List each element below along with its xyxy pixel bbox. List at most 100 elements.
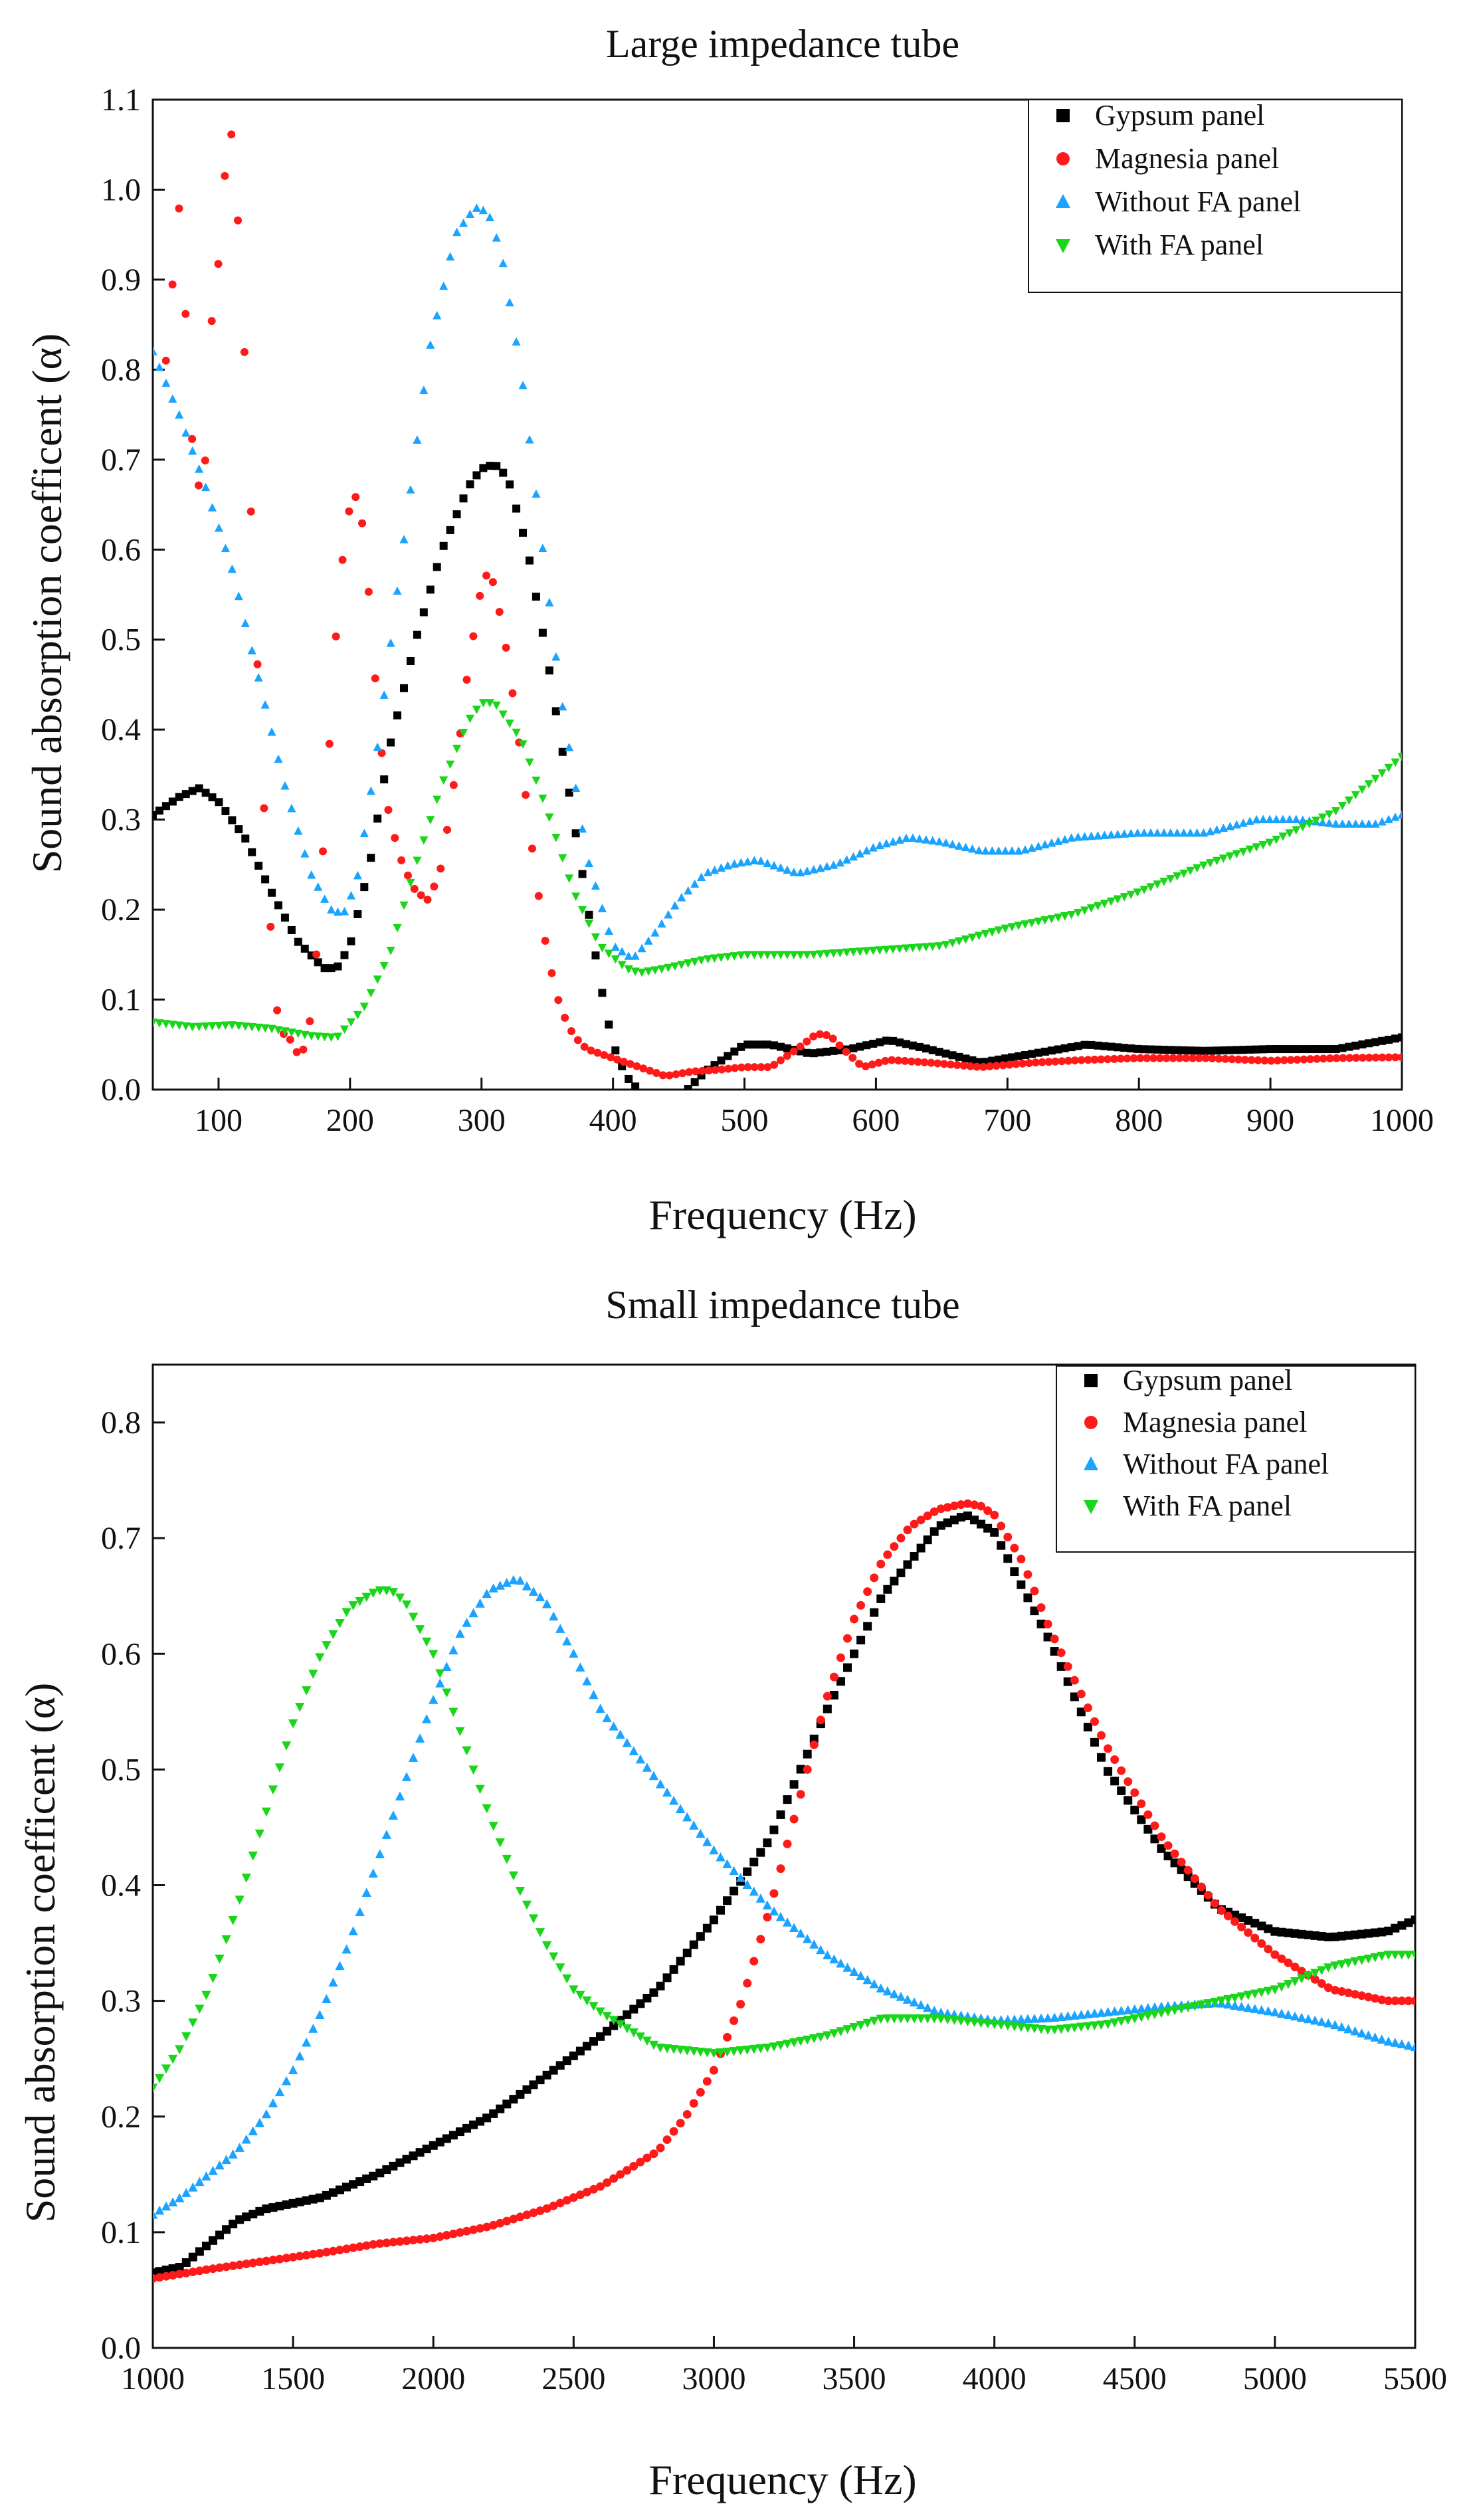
data-point bbox=[977, 1502, 986, 1511]
data-point bbox=[1306, 1055, 1315, 1064]
data-point bbox=[709, 1915, 718, 1925]
data-point bbox=[1263, 1987, 1273, 1996]
data-point bbox=[1244, 1928, 1253, 1937]
data-point bbox=[763, 1913, 772, 1922]
data-point bbox=[532, 593, 540, 601]
data-point bbox=[890, 1577, 899, 1586]
plot-area bbox=[153, 130, 1402, 1103]
data-point bbox=[328, 1630, 338, 1640]
data-point bbox=[682, 1949, 692, 1958]
data-point bbox=[569, 1985, 579, 1995]
data-point bbox=[1021, 845, 1030, 854]
data-point bbox=[181, 790, 190, 799]
data-point bbox=[472, 706, 482, 714]
data-point bbox=[320, 894, 330, 903]
data-point bbox=[855, 1060, 864, 1068]
data-point bbox=[342, 1608, 351, 1618]
data-point bbox=[1170, 1858, 1179, 1868]
data-point bbox=[662, 1973, 672, 1983]
x-tick-label: 900 bbox=[1246, 1103, 1294, 1138]
data-point bbox=[644, 1095, 652, 1103]
y-tick-label: 0.4 bbox=[101, 1868, 141, 1903]
data-point bbox=[322, 2190, 331, 2200]
data-point bbox=[1238, 818, 1248, 827]
data-point bbox=[571, 829, 580, 838]
data-point bbox=[670, 901, 680, 910]
data-point bbox=[1129, 1054, 1138, 1062]
data-point bbox=[648, 2040, 659, 2050]
data-point bbox=[1266, 1045, 1274, 1054]
data-point bbox=[280, 914, 289, 922]
data-point bbox=[896, 2014, 906, 2024]
data-point bbox=[910, 1552, 919, 1561]
y-tick-label: 0.7 bbox=[101, 442, 141, 478]
y-tick-label: 1.1 bbox=[101, 82, 141, 118]
y-tick-label: 0.3 bbox=[101, 1984, 141, 2019]
data-point bbox=[1080, 832, 1090, 840]
data-point bbox=[1050, 1634, 1059, 1644]
data-point bbox=[1177, 1865, 1186, 1874]
data-point bbox=[1009, 2022, 1019, 2032]
data-point bbox=[783, 1044, 791, 1052]
data-point bbox=[895, 945, 904, 953]
data-point bbox=[452, 227, 462, 237]
data-point bbox=[201, 482, 211, 492]
data-point bbox=[603, 2026, 612, 2036]
data-point bbox=[555, 1963, 565, 1973]
data-point bbox=[935, 942, 944, 951]
data-point bbox=[948, 1051, 957, 1060]
data-point bbox=[1017, 1555, 1026, 1564]
data-point bbox=[1056, 1648, 1066, 1658]
data-point bbox=[1021, 920, 1030, 929]
data-point bbox=[195, 784, 203, 793]
data-point bbox=[1116, 2005, 1126, 2015]
data-point bbox=[221, 1935, 231, 1945]
data-point bbox=[1123, 1054, 1131, 1063]
data-point bbox=[1250, 1933, 1260, 1943]
data-point bbox=[936, 1504, 945, 1513]
data-point bbox=[175, 2045, 185, 2054]
data-point bbox=[1272, 1045, 1281, 1054]
data-point bbox=[300, 848, 310, 858]
chart-title: Large impedance tube bbox=[606, 22, 959, 66]
data-point bbox=[1403, 2040, 1414, 2050]
data-point bbox=[195, 2004, 205, 2014]
data-point bbox=[248, 2258, 258, 2268]
data-point bbox=[181, 2268, 191, 2278]
data-point bbox=[1240, 1056, 1249, 1064]
data-point bbox=[1199, 1046, 1208, 1055]
data-point bbox=[1027, 843, 1036, 852]
data-point bbox=[234, 216, 243, 225]
data-point bbox=[970, 1500, 979, 1509]
data-point bbox=[353, 1011, 362, 1020]
x-tick-label: 4000 bbox=[963, 2361, 1027, 2396]
data-point bbox=[1063, 1677, 1072, 1686]
x-tick-label: 800 bbox=[1115, 1103, 1163, 1138]
data-point bbox=[1285, 815, 1294, 824]
data-point bbox=[1323, 2018, 1333, 2028]
data-point bbox=[1345, 1054, 1354, 1062]
series-gypsum-panel bbox=[153, 1511, 1415, 2278]
legend-item: Without FA panel bbox=[1084, 1448, 1329, 1480]
data-point bbox=[710, 865, 720, 874]
data-point bbox=[1093, 830, 1103, 840]
data-point bbox=[1193, 828, 1202, 837]
data-point bbox=[508, 1871, 519, 1881]
data-point bbox=[803, 1933, 813, 1943]
data-point bbox=[525, 556, 534, 565]
data-point bbox=[803, 866, 812, 875]
data-point bbox=[1056, 2024, 1066, 2034]
data-point bbox=[883, 1550, 892, 1559]
data-point bbox=[902, 833, 911, 842]
legend-item: Gypsum panel bbox=[1084, 1364, 1292, 1397]
data-point bbox=[229, 2261, 238, 2270]
data-point bbox=[399, 684, 408, 692]
data-point bbox=[240, 347, 248, 356]
data-point bbox=[843, 1634, 852, 1643]
y-tick-label: 0.7 bbox=[101, 1521, 141, 1556]
data-point bbox=[697, 872, 706, 882]
data-point bbox=[954, 841, 964, 850]
data-point bbox=[1358, 1054, 1367, 1062]
data-point bbox=[1371, 1053, 1380, 1062]
data-point bbox=[1411, 1996, 1415, 2006]
